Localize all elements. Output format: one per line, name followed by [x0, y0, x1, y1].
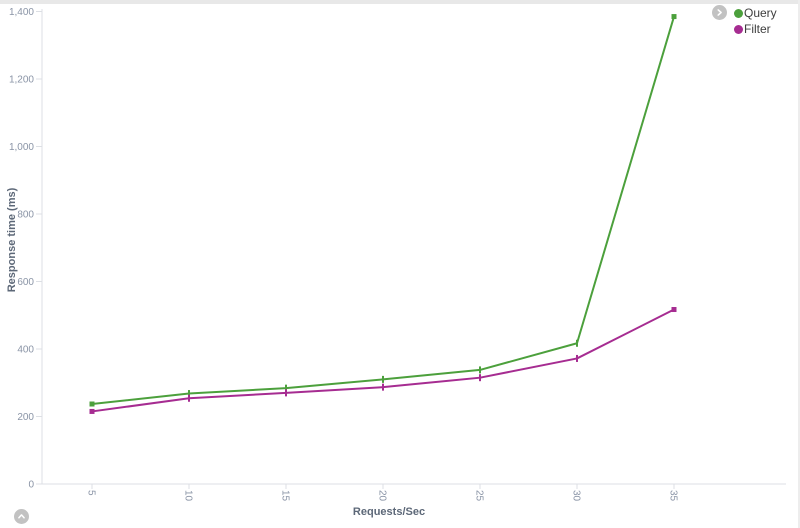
legend-item-filter[interactable]: Filter	[734, 21, 777, 37]
y-tick-label: 1,200	[9, 75, 34, 86]
y-tick-label: 200	[17, 412, 34, 423]
legend-label-filter: Filter	[744, 22, 771, 36]
x-tick-label: 20	[377, 490, 388, 502]
legend: Query Filter	[712, 5, 777, 37]
legend-dot-query	[734, 8, 743, 18]
x-tick-label: 30	[571, 490, 582, 502]
right-edge-strip	[798, 0, 800, 528]
y-tick-label: 1,000	[9, 142, 34, 153]
data-point-query[interactable]	[89, 401, 95, 407]
y-tick-label: 400	[17, 345, 34, 356]
legend-items: Query Filter	[734, 5, 777, 37]
data-point-filter[interactable]	[671, 307, 677, 313]
y-axis-title: Response time (ms)	[6, 187, 18, 292]
y-tick-label: 600	[17, 277, 34, 288]
series-line-filter	[91, 308, 675, 413]
legend-dot-filter	[734, 24, 743, 34]
top-edge-strip	[0, 0, 800, 4]
data-point-filter[interactable]	[89, 408, 95, 414]
x-tick-label: 5	[86, 490, 97, 496]
x-tick-label: 35	[668, 490, 679, 502]
legend-toggle-button[interactable]	[712, 5, 727, 20]
chevron-right-icon	[717, 9, 722, 16]
legend-label-query: Query	[744, 6, 777, 20]
legend-item-query[interactable]: Query	[734, 5, 777, 21]
y-tick-label: 800	[17, 210, 34, 221]
x-tick-label: 25	[474, 490, 485, 502]
y-tick-label: 0	[28, 480, 34, 491]
series-line-query	[91, 15, 675, 406]
collapse-button[interactable]	[14, 509, 29, 524]
x-tick-label: 10	[183, 490, 194, 502]
data-point-query[interactable]	[671, 14, 677, 20]
y-tick-label: 1,400	[9, 7, 34, 18]
chevron-up-icon	[18, 514, 25, 519]
x-tick-label: 15	[280, 490, 291, 502]
x-axis-title: Requests/Sec	[353, 506, 425, 518]
